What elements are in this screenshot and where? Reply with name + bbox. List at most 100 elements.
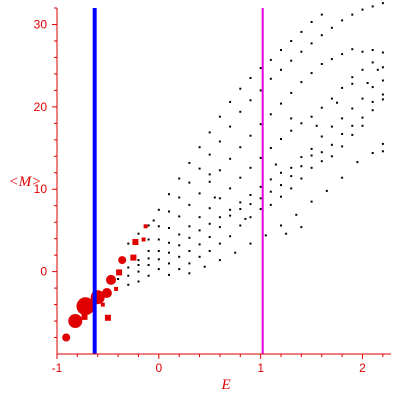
data-point (208, 236, 211, 238)
data-point (198, 167, 201, 170)
data-point (127, 283, 130, 286)
data-point (218, 216, 221, 219)
data-point (168, 241, 170, 244)
data-point (152, 219, 155, 222)
data-point (157, 208, 160, 211)
data-point (229, 235, 232, 238)
x-axis-label: E (220, 377, 230, 393)
data-point (371, 61, 374, 64)
highlight-point (100, 302, 105, 307)
data-point (381, 98, 384, 101)
data-point (213, 196, 216, 199)
data-point (280, 102, 282, 105)
data-point (188, 236, 191, 239)
data-point (381, 79, 384, 82)
data-point (218, 259, 221, 262)
data-point (336, 101, 338, 104)
data-point (188, 181, 191, 184)
data-point (218, 242, 221, 245)
data-point (208, 222, 211, 225)
highlight-point (130, 254, 137, 261)
data-point (229, 100, 232, 103)
y-tick-label: 10 (34, 182, 48, 196)
data-point (188, 250, 191, 252)
data-point (320, 151, 323, 154)
data-point (208, 131, 211, 134)
large-points-layer (62, 224, 148, 342)
data-point (381, 142, 384, 145)
data-point (168, 273, 170, 276)
data-point (290, 166, 293, 169)
data-point (290, 175, 293, 178)
data-point (300, 156, 303, 159)
data-point (300, 122, 303, 125)
data-point (381, 66, 384, 69)
data-point (249, 77, 252, 79)
data-point (320, 160, 323, 163)
data-point (229, 125, 232, 128)
data-point (300, 177, 303, 180)
data-point (356, 161, 359, 164)
data-point (249, 134, 252, 137)
data-point (147, 224, 150, 227)
data-point (274, 163, 277, 166)
highlight-point (141, 237, 146, 242)
highlight-point (132, 239, 139, 245)
data-point (341, 117, 344, 120)
data-point (137, 264, 140, 266)
data-point (203, 265, 206, 268)
data-point (218, 226, 221, 229)
data-point (188, 272, 191, 275)
data-point (269, 203, 272, 206)
data-point (244, 217, 247, 220)
data-point (157, 258, 160, 261)
data-point (198, 229, 201, 232)
data-point (157, 250, 160, 252)
data-point (366, 82, 369, 84)
data-point (147, 274, 150, 277)
data-point (178, 268, 181, 271)
points-layer (117, 2, 384, 286)
data-point (198, 192, 201, 195)
data-point (249, 216, 252, 219)
data-point (127, 242, 130, 245)
data-point (198, 216, 201, 219)
data-point (147, 238, 150, 241)
axes (56, 8, 391, 355)
data-point (259, 197, 262, 200)
data-point (290, 129, 293, 132)
y-axis-label: <M> (9, 174, 42, 190)
data-point (147, 257, 150, 260)
data-point (280, 195, 282, 198)
data-point (239, 146, 242, 149)
data-point (361, 50, 364, 53)
x-tick-label: 2 (359, 361, 366, 375)
data-point (269, 147, 272, 149)
data-point (147, 264, 150, 266)
data-point (381, 150, 384, 153)
data-point (330, 26, 333, 29)
data-point (239, 208, 242, 210)
highlight-point (118, 256, 127, 265)
data-point (351, 133, 354, 136)
data-point (178, 215, 181, 218)
data-point (178, 233, 181, 236)
highlight-point (101, 288, 112, 298)
data-point (157, 238, 160, 241)
data-point (330, 155, 333, 158)
data-point (229, 157, 232, 160)
data-point (320, 13, 323, 16)
data-point (198, 146, 201, 149)
data-point (320, 106, 323, 109)
data-point (178, 244, 181, 247)
data-point (234, 251, 237, 254)
data-point (218, 169, 221, 172)
data-point (239, 176, 242, 179)
data-point (310, 72, 313, 75)
data-point (137, 270, 140, 273)
data-point (218, 140, 221, 143)
data-point (239, 110, 242, 113)
data-point (137, 280, 140, 283)
